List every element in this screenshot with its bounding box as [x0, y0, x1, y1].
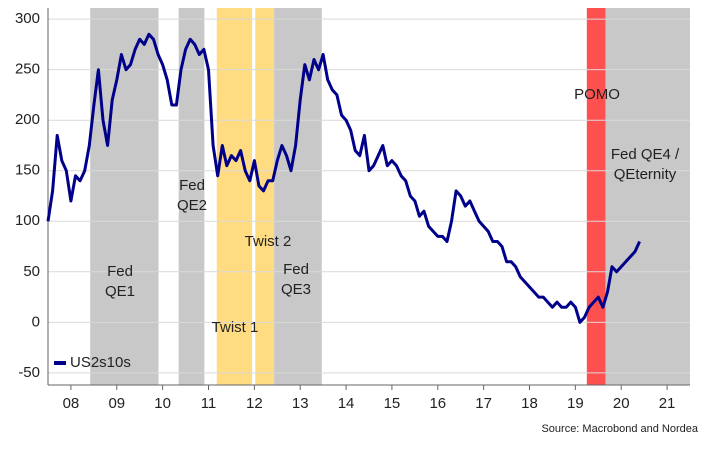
region-label: POMO: [574, 86, 620, 103]
region-label: QE3: [281, 281, 311, 298]
x-tick-label: 20: [613, 395, 630, 412]
x-tick-label: 15: [384, 395, 401, 412]
x-tick-label: 14: [338, 395, 355, 412]
shaded-region: [586, 8, 606, 385]
x-tick-label: 12: [246, 395, 263, 412]
x-tick-label: 08: [63, 395, 80, 412]
x-tick-label: 19: [567, 395, 584, 412]
x-tick-label: 18: [521, 395, 538, 412]
region-label: Twist 1: [212, 319, 259, 336]
region-label: Fed: [107, 263, 133, 280]
data-line: [46, 32, 641, 324]
y-tick-label: 50: [23, 263, 40, 280]
shaded-region: [255, 8, 275, 385]
x-tick-label: 13: [292, 395, 309, 412]
y-tick-label: 100: [15, 212, 40, 229]
x-tick-label: 11: [201, 395, 217, 412]
y-tick-label: 150: [15, 162, 40, 179]
y-tick-label: 0: [32, 313, 40, 330]
region-label: QEternity: [614, 166, 677, 183]
x-tick-label: 17: [475, 395, 492, 412]
x-tick-label: 09: [108, 395, 125, 412]
y-tick-label: 250: [15, 61, 40, 78]
y-tick-label: -50: [18, 364, 40, 381]
x-tick-label: 21: [659, 395, 676, 412]
region-label: QE1: [105, 283, 135, 300]
legend-label: US2s10s: [70, 354, 131, 371]
y-tick-label: 300: [15, 10, 40, 27]
region-label: QE2: [177, 197, 207, 214]
x-tick-label: 16: [429, 395, 446, 412]
region-label: Fed: [179, 177, 205, 194]
shaded-region: [274, 8, 322, 385]
region-label: Fed: [283, 261, 309, 278]
source-note: Source: Macrobond and Nordea: [541, 423, 698, 435]
x-tick-label: 10: [154, 395, 171, 412]
y-tick-label: 200: [15, 111, 40, 128]
region-label: Twist 2: [245, 233, 292, 250]
shaded-region: [605, 8, 690, 385]
region-label: Fed QE4 /: [611, 146, 680, 163]
